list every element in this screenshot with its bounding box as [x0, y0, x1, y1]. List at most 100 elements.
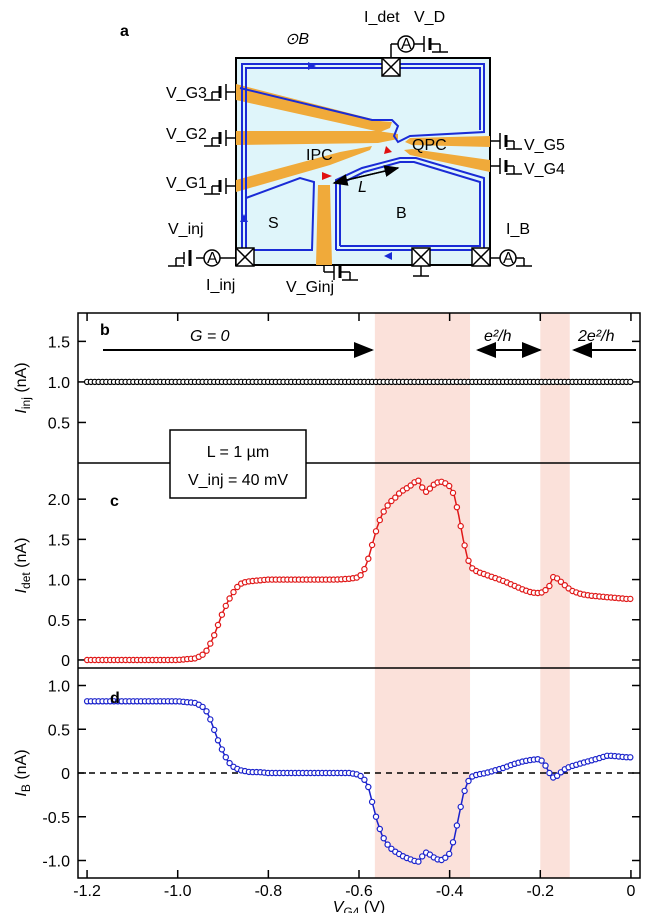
data-point-d [546, 769, 553, 777]
data-point-d [453, 822, 461, 829]
data-point-d [361, 776, 368, 784]
label-vd: V_D [414, 9, 445, 26]
schematic-panel: a ⊙B [120, 9, 565, 296]
label-vinj: V_inj [168, 221, 204, 238]
y-tick-label: 0.5 [48, 613, 70, 630]
y-tick-label: 0 [61, 766, 70, 783]
gate-vg2 [236, 131, 398, 145]
y-tick-label: 1.0 [48, 679, 70, 696]
y-tick-label: 0.5 [48, 415, 70, 432]
x-tick-label: -1.0 [164, 883, 192, 900]
shaded-bands [374, 313, 570, 878]
gate-vg5 [405, 136, 490, 147]
data-point-c [457, 522, 464, 530]
data-point-d [553, 772, 561, 780]
data-point-c [222, 602, 229, 610]
label-length: L = 1 µm [207, 444, 269, 461]
data-point-c [465, 557, 472, 565]
data-point-d [419, 853, 426, 860]
label-l: L [358, 179, 367, 196]
y-axis-label: Iinj (nA) [13, 362, 33, 413]
label-g0: G = 0 [190, 328, 230, 345]
data-point-d [376, 825, 383, 833]
data-point-c [461, 542, 468, 549]
plot-area: 1.5 1.0 0.5 Iinj (nA) 2.0 1.5 1.0 0.5 0 Idet (nA)… [13, 312, 641, 913]
label-ipc: IPC [306, 147, 333, 164]
data-point-d [368, 798, 376, 806]
data-point-c [392, 494, 399, 501]
data-point-c [426, 485, 434, 492]
label-iinj: I_inj [206, 277, 235, 294]
x-tick-label: -0.4 [436, 883, 464, 900]
data-point-c [453, 504, 461, 511]
data-point-c [361, 565, 368, 573]
gate-vginj [316, 185, 332, 265]
data-point-d [415, 858, 422, 865]
gate-vg4 [404, 149, 490, 172]
data-point-c [449, 489, 457, 497]
label-ib: I_B [506, 221, 530, 238]
label-s: S [268, 215, 279, 232]
label-vg1: V_G1 [166, 175, 207, 192]
data-point-c [553, 575, 561, 582]
data-point-d [210, 726, 218, 734]
ammeter-label: A [503, 250, 514, 267]
panel-letter-a: a [120, 23, 129, 40]
contact-top [381, 57, 401, 77]
data-point-d [207, 716, 214, 723]
contact-injector [235, 247, 255, 267]
data-point-c [380, 508, 387, 515]
data-point-d [542, 762, 549, 769]
data-point-d [449, 839, 457, 846]
data-point-c [357, 572, 364, 579]
gate-vg1 [236, 146, 372, 192]
emitted-electron-arrow [322, 172, 332, 180]
circuit-wiring [168, 35, 532, 281]
data-point-d [218, 746, 226, 753]
shaded-band-2 [540, 313, 570, 878]
data-point-c [207, 640, 214, 647]
data-point-c [546, 582, 553, 590]
data-point-c [226, 595, 233, 602]
data-point-d [384, 841, 391, 848]
conductance-annotations: G = 0 e²/h 2e²/h [103, 328, 636, 358]
y-tick-label: 0.5 [48, 722, 70, 739]
data-point-c [234, 583, 241, 591]
data-point-d [380, 835, 387, 842]
y-tick-label: -0.5 [42, 810, 70, 827]
x-tick-label: 0 [626, 883, 635, 900]
axes: 1.5 1.0 0.5 Iinj (nA) 2.0 1.5 1.0 0.5 0 Idet (nA)… [13, 313, 640, 913]
y-tick-label: 1.5 [48, 532, 70, 549]
panel-letter-c: c [110, 493, 119, 510]
data-point-c [372, 528, 380, 535]
data-point-c [376, 516, 383, 524]
data-point-d [442, 854, 449, 861]
label-e2h: e²/h [484, 328, 512, 345]
data-point-d [222, 754, 229, 761]
qpc-electron-arrow [384, 146, 392, 154]
label-idet: I_det [364, 9, 400, 26]
label-b: B [396, 205, 407, 222]
label-2e2h: 2e²/h [577, 328, 615, 345]
y-axis-label: IB (nA) [13, 749, 33, 796]
label-vginj: V_Ginj [286, 279, 334, 296]
contact-base [471, 247, 491, 267]
data-point-c [415, 477, 422, 484]
data-point-c [203, 647, 210, 654]
data-point-c [384, 502, 391, 509]
data-point-d [372, 813, 380, 820]
data-point-d [226, 759, 233, 767]
label-qpc: QPC [412, 137, 447, 154]
schematic-labels: V_G3 V_G2 V_G1 V_inj I_inj V_Ginj I_det … [166, 9, 565, 296]
data-point-d [465, 777, 472, 785]
data-point-c [365, 555, 372, 562]
label-vg5: V_G5 [524, 137, 565, 154]
x-tick-label: -1.2 [73, 883, 101, 900]
data-point-d [461, 787, 468, 795]
data-point-c [542, 586, 549, 594]
label-vinj-value: V_inj = 40 mV [188, 472, 288, 489]
magnetic-field-label: ⊙B [285, 31, 309, 48]
shaded-band-1 [374, 313, 471, 878]
data-point-c [210, 632, 218, 639]
